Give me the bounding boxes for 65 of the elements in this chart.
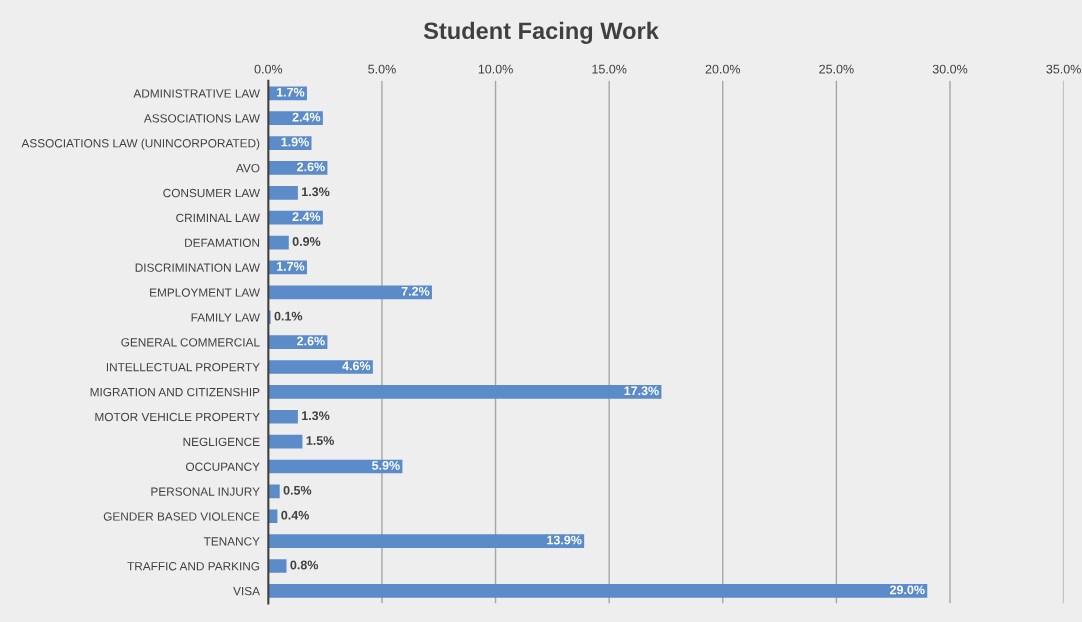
data-label: 17.3% [624,386,659,396]
data-label: 2.6% [297,336,325,346]
data-label: 0.9% [292,237,321,246]
data-label: 1.7% [276,87,305,97]
data-label: 1.5% [306,436,334,445]
x-tick-label: 10.0% [478,64,513,74]
bar [268,310,271,325]
y-tick-label: TENANCY [203,537,260,546]
x-tick-label: 25.0% [819,64,854,74]
bar [268,534,585,548]
x-tick-label: 15.0% [592,64,627,74]
bar [268,484,280,499]
y-tick-label: MOTOR VEHICLE PROPERTY [95,412,260,422]
data-label: 7.2% [401,286,430,296]
bar [268,235,289,250]
y-tick-label: PERSONAL INJURY [151,487,260,496]
bar [268,285,432,300]
y-tick-label: DISCRIMINATION LAW [135,263,260,272]
y-tick-label: CRIMINAL LAW [176,213,260,223]
y-tick-label: AVO [235,163,260,173]
bar [268,360,373,374]
y-tick-label: CONSUMER LAW [163,188,260,198]
bar [268,111,323,126]
data-label: 29.0% [889,585,925,595]
chart-title: Student Facing Work [423,21,659,44]
y-tick-label: EMPLOYMENT LAW [150,288,260,297]
bar [268,434,303,449]
y-tick-label: DEFAMATION [185,238,260,247]
x-tick-label: 30.0% [932,64,968,74]
y-tick-label: VISA [233,586,260,596]
data-label: 0.1% [274,311,303,321]
x-tick-label: 0.0% [254,64,283,74]
data-label: 2.4% [292,112,321,122]
y-tick-label: ASSOCIATIONS LAW [143,114,260,123]
data-label: 2.6% [297,162,325,172]
y-tick-label: ASSOCIATIONS LAW (UNINCORPORATED) [21,138,260,150]
data-label: 2.4% [292,212,321,222]
y-tick-label: FAMILY LAW [191,313,260,322]
data-label: 0.5% [283,485,312,495]
data-label: 0.4% [281,510,309,520]
bar [268,584,928,598]
x-tick-label: 35.0% [1046,64,1081,74]
y-tick-label: GENDER BASED VIOLENCE [103,512,260,521]
x-tick-label: 20.0% [705,64,741,74]
data-label: 1.3% [302,411,330,421]
bar [268,409,298,424]
bar [268,509,278,524]
data-label: 5.9% [372,461,400,470]
bar [268,185,298,200]
y-tick-label: GENERAL COMMERCIAL [121,338,260,347]
data-label: 1.7% [276,262,305,271]
y-tick-label: NEGLIGENCE [183,437,260,447]
y-tick-label: TRAFFIC AND PARKING [127,562,260,571]
data-label: 4.6% [342,361,371,371]
y-tick-label: INTELLECTUAL PROPERTY [106,363,260,372]
bar [268,559,287,573]
bar [268,385,662,399]
x-tick-label: 5.0% [368,64,396,74]
data-label: 13.9% [547,535,582,545]
data-label: 1.3% [302,187,330,197]
data-label: 1.9% [281,137,309,147]
y-tick-label: OCCUPANCY [186,462,260,471]
y-tick-label: MIGRATION AND CITIZENSHIP [90,387,260,397]
y-tick-label: ADMINISTRATIVE LAW [133,89,260,98]
data-label: 0.8% [290,560,319,570]
